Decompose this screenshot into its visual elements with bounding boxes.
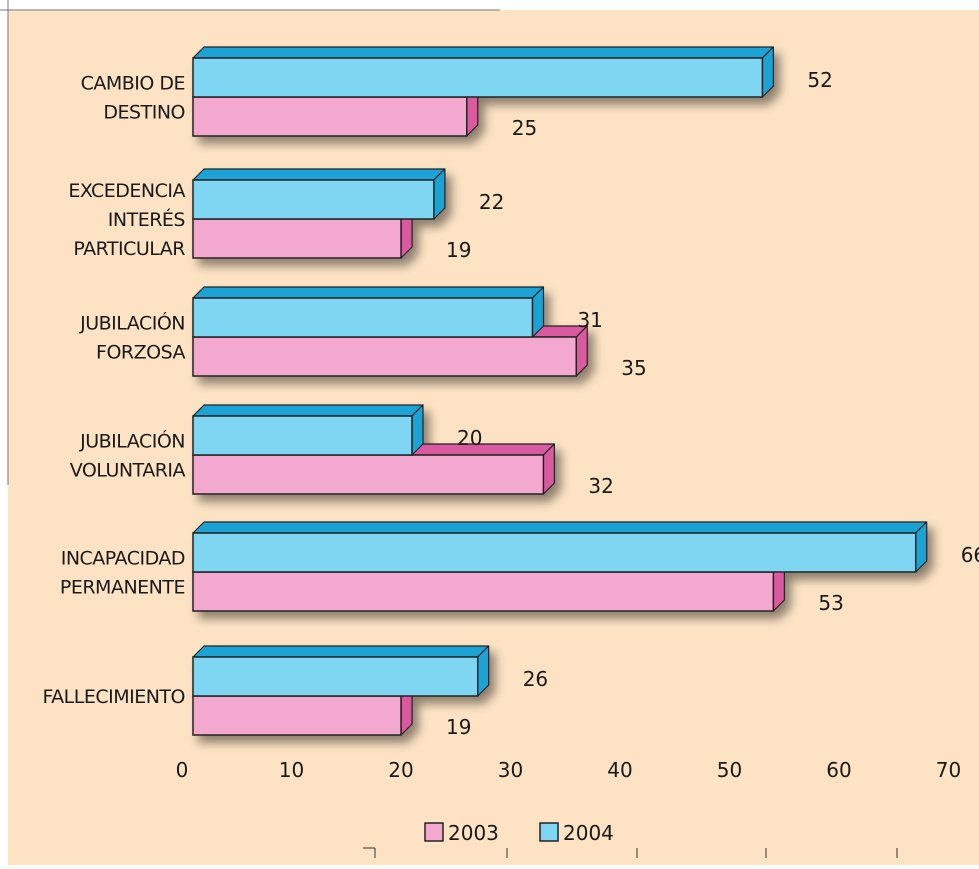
bar-2004: [192, 532, 917, 573]
bar-top-face: [192, 46, 775, 59]
x-tick-label: 20: [388, 758, 413, 782]
bar-top-face: [192, 286, 545, 299]
category-label: PERMANENTE: [60, 577, 185, 599]
x-tick-label: 30: [498, 758, 523, 782]
legend-label-2003: 2003: [448, 821, 499, 845]
bar-2004: [192, 297, 534, 338]
bars-layer: [192, 46, 928, 736]
x-axis-ticks: 0 10 20 30 40 50 60 70: [176, 758, 962, 782]
bar-2004: [192, 656, 479, 697]
bar-group: [192, 46, 775, 137]
x-tick-label: 50: [717, 758, 742, 782]
bar-top-face: [192, 404, 424, 417]
category-label: FALLECIMIENTO: [42, 686, 185, 708]
category-label: INTERÉS: [108, 208, 185, 231]
bar-group: [192, 404, 556, 495]
bar-2004: [192, 179, 435, 220]
x-tick-label: 60: [826, 758, 851, 782]
category-label: PARTICULAR: [73, 238, 185, 260]
value-label-2004: 20: [457, 426, 482, 450]
category-label: DESTINO: [103, 102, 185, 124]
value-label-2003: 53: [818, 591, 843, 615]
chart-background: [8, 10, 979, 865]
bar-2003: [192, 336, 577, 377]
x-tick-label: 40: [607, 758, 632, 782]
legend-swatch-2003: [424, 822, 444, 842]
value-label-2003: 32: [588, 474, 613, 498]
category-labels: CAMBIO DE DESTINO EXCEDENCIA INTERÉS PARTICU…: [42, 73, 186, 709]
value-label-2003: 19: [446, 715, 471, 739]
bar-group: [192, 286, 588, 377]
value-label-2004: 22: [479, 190, 504, 214]
category-label: FORZOSA: [96, 342, 185, 364]
bar-top-face: [192, 645, 490, 658]
bar-top-face: [192, 168, 446, 181]
bar-2003: [192, 695, 402, 736]
bar-2003: [192, 218, 402, 259]
value-label-2003: 35: [621, 356, 646, 380]
legend: 2003 2004: [424, 821, 614, 845]
category-label: JUBILACIÓN: [79, 429, 185, 453]
value-label-2003: 19: [446, 238, 471, 262]
value-label-2004: 31: [577, 308, 602, 332]
x-tick-label: 0: [176, 758, 189, 782]
bar-top-face: [192, 521, 928, 534]
category-label: JUBILACIÓN: [79, 311, 185, 335]
bar-2003: [192, 454, 545, 495]
bar-2004: [192, 415, 413, 456]
category-label: EXCEDENCIA: [68, 180, 185, 202]
bar-group: [192, 168, 446, 259]
category-label: CAMBIO DE: [81, 73, 185, 95]
bar-2004: [192, 57, 764, 98]
legend-label-2004: 2004: [563, 821, 614, 845]
bar-2003: [192, 571, 775, 612]
category-label: INCAPACIDAD: [61, 548, 185, 570]
value-label-2003: 25: [512, 116, 537, 140]
category-label: VOLUNTARIA: [70, 460, 186, 482]
bar-group: [192, 645, 490, 736]
x-tick-label: 10: [279, 758, 304, 782]
x-tick-label: 70: [936, 758, 961, 782]
value-label-2004: 66: [961, 543, 979, 567]
bar-2003: [192, 96, 468, 137]
bar-group: [192, 521, 928, 612]
footer-marks: [363, 847, 898, 858]
value-labels: 52 25 22 19 31 35 20 32 66 53 26 19: [446, 68, 979, 739]
value-label-2004: 52: [807, 68, 832, 92]
value-label-2004: 26: [523, 667, 548, 691]
legend-swatch-2004: [539, 822, 559, 842]
